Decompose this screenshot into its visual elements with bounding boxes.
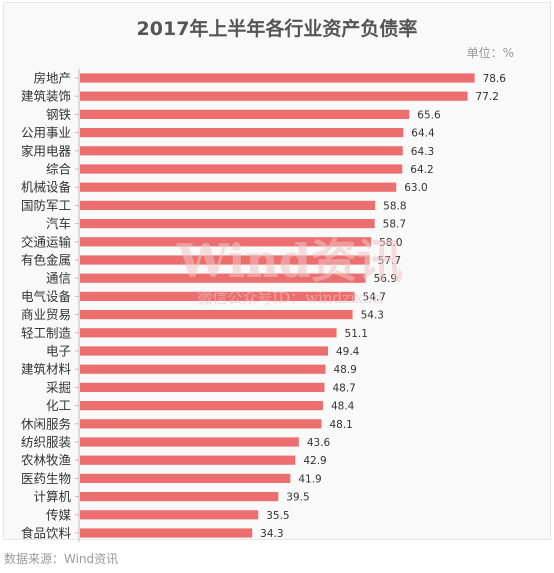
value-label: 39.5 — [286, 492, 309, 504]
bar — [80, 510, 259, 520]
category-label: 通信 — [46, 271, 71, 286]
value-label: 58.8 — [383, 200, 406, 212]
value-label: 42.9 — [303, 455, 326, 467]
category-label: 轻工制造 — [21, 325, 72, 340]
value-label: 56.9 — [374, 273, 397, 285]
category-label: 综合 — [46, 162, 72, 177]
bar — [80, 473, 291, 483]
category-label: 化工 — [46, 398, 71, 413]
value-label: 54.7 — [363, 291, 386, 303]
category-label: 纺织服装 — [21, 435, 71, 450]
value-label: 51.1 — [345, 328, 368, 340]
bar — [80, 364, 326, 374]
category-label: 机械设备 — [21, 180, 72, 195]
category-label: 有色金属 — [21, 253, 71, 268]
category-label: 交通运输 — [21, 234, 72, 249]
category-label: 房地产 — [33, 71, 71, 86]
value-label: 64.2 — [410, 164, 433, 176]
bar — [80, 128, 404, 138]
category-label: 电子 — [46, 344, 71, 359]
bar — [80, 346, 328, 356]
chart-title: 2017年上半年各行业资产负债率 — [136, 18, 418, 40]
bar — [80, 200, 376, 210]
bar — [80, 419, 322, 429]
unit-label: 单位：% — [466, 46, 514, 60]
value-label: 48.1 — [329, 419, 352, 431]
value-label: 78.6 — [483, 73, 507, 85]
bar — [80, 219, 375, 229]
category-label: 休闲服务 — [21, 416, 71, 431]
bar — [80, 255, 370, 265]
value-label: 34.3 — [260, 528, 283, 540]
bar — [80, 401, 323, 411]
bar — [80, 73, 475, 83]
value-label: 54.3 — [361, 310, 384, 322]
category-label: 采掘 — [46, 380, 71, 395]
value-label: 48.7 — [332, 382, 355, 394]
value-label: 58.7 — [383, 219, 406, 231]
value-label: 43.6 — [307, 437, 331, 449]
value-label: 64.3 — [411, 146, 434, 158]
bar — [80, 273, 366, 283]
bar — [80, 237, 372, 247]
category-label: 钢铁 — [46, 107, 72, 122]
bar — [80, 492, 279, 502]
value-label: 35.5 — [266, 510, 289, 522]
bar — [80, 109, 410, 119]
category-label: 计算机 — [33, 489, 71, 504]
bar — [80, 164, 403, 174]
category-label: 医药生物 — [21, 471, 71, 486]
bar — [80, 146, 403, 156]
value-label: 48.9 — [333, 364, 356, 376]
bar — [80, 437, 299, 447]
category-label: 公用事业 — [21, 125, 71, 140]
bar — [80, 310, 353, 320]
category-label: 传媒 — [46, 507, 72, 522]
source-note: 数据来源：Wind资讯 — [4, 552, 119, 566]
value-label: 65.6 — [417, 109, 441, 121]
value-label: 41.9 — [298, 473, 321, 485]
category-label: 家用电器 — [21, 143, 72, 158]
category-label: 食品饮料 — [21, 526, 72, 541]
category-label: 建筑装饰 — [21, 89, 71, 104]
bar — [80, 455, 296, 465]
category-label: 电气设备 — [21, 289, 72, 304]
bar — [80, 91, 468, 101]
bar — [80, 528, 253, 538]
value-label: 64.4 — [411, 128, 435, 140]
category-label: 农林牧渔 — [21, 453, 71, 468]
value-label: 63.0 — [404, 182, 427, 194]
value-label: 48.4 — [331, 401, 355, 413]
category-label: 建筑材料 — [21, 362, 72, 377]
bar — [80, 382, 325, 392]
category-label: 国防军工 — [21, 198, 71, 213]
bar — [80, 182, 397, 192]
category-label: 商业贸易 — [21, 307, 71, 322]
value-label: 77.2 — [476, 91, 499, 103]
bar — [80, 291, 355, 301]
value-label: 57.7 — [378, 255, 401, 267]
value-label: 58.0 — [379, 237, 402, 249]
bar — [80, 328, 337, 338]
category-label: 汽车 — [46, 216, 71, 231]
value-label: 49.4 — [336, 346, 360, 358]
